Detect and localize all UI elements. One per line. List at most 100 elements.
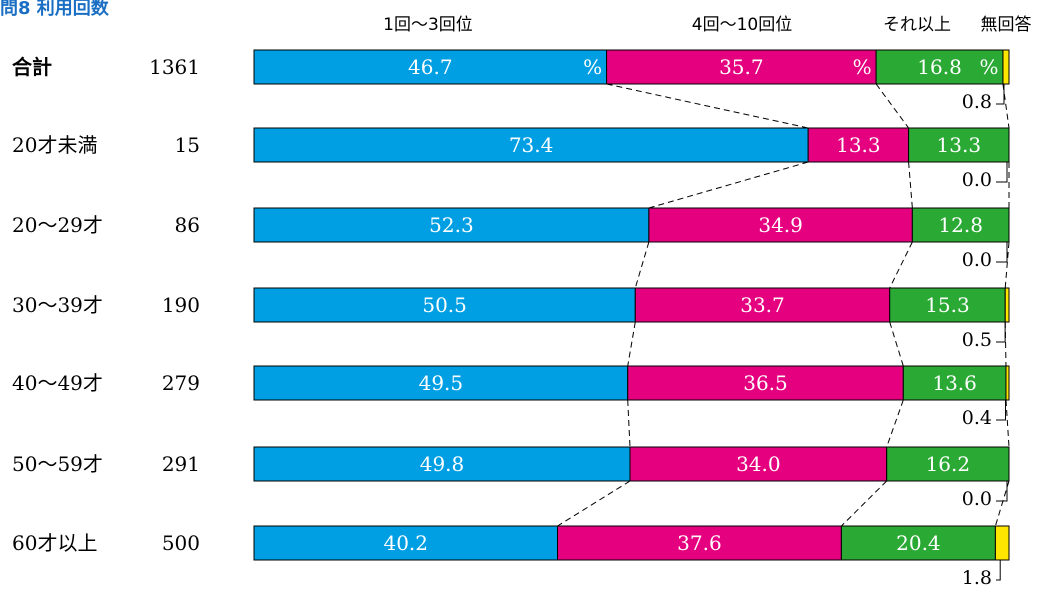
category-label: 60才以上 xyxy=(12,531,97,555)
data-label: 46.7 xyxy=(408,55,453,79)
percent-sign: % xyxy=(853,55,872,79)
bar-row: 合計 1361 46.7% 35.7% 16.8 % 0.8 xyxy=(12,49,1010,113)
connector-line xyxy=(627,399,631,448)
data-label: 40.2 xyxy=(383,531,428,555)
data-label: 12.8 xyxy=(938,213,983,237)
data-label: 49.5 xyxy=(419,371,464,395)
chart-title: 問8 利用回数 xyxy=(0,0,110,19)
connector-line xyxy=(889,321,904,367)
bar-segment xyxy=(886,446,1010,482)
category-label: 40～49才 xyxy=(12,371,103,395)
data-label: 37.6 xyxy=(677,531,722,555)
data-label: 20.4 xyxy=(896,531,941,555)
bar-row: 20～29才 86 52.3 34.9 12.8 0.0 xyxy=(12,207,1010,271)
legend-item: 1回～3回位 xyxy=(383,15,473,35)
bar-segment xyxy=(840,525,996,561)
data-label: 13.3 xyxy=(836,133,881,157)
bar-segment xyxy=(908,127,1010,163)
data-label: 1.8 xyxy=(962,567,992,589)
category-label: 30～39才 xyxy=(12,293,103,317)
count-label: 1361 xyxy=(149,55,200,79)
count-label: 279 xyxy=(162,371,200,395)
leader-line xyxy=(996,162,1008,183)
data-label: 52.3 xyxy=(429,213,474,237)
connector-line xyxy=(841,480,888,527)
connector-line xyxy=(606,83,809,129)
bar-rows: 合計 1361 46.7% 35.7% 16.8 % 0.8 20才未満 15 73.4 13.3 1… xyxy=(12,49,1010,589)
count-label: 500 xyxy=(162,531,200,555)
data-label: 34.9 xyxy=(758,213,803,237)
data-label: 13.6 xyxy=(932,371,977,395)
count-label: 190 xyxy=(162,293,200,317)
bar-segment xyxy=(253,446,631,482)
category-label: 50～59才 xyxy=(12,452,103,476)
bar-segment xyxy=(994,525,1010,561)
bar-segment xyxy=(875,49,1004,85)
data-label: 0.0 xyxy=(962,169,992,191)
connector-line xyxy=(1005,399,1010,448)
data-label: 73.4 xyxy=(509,133,554,157)
connector-line xyxy=(634,241,650,289)
count-label: 15 xyxy=(175,133,200,157)
leader-line xyxy=(996,560,1001,581)
connector-line xyxy=(1004,241,1010,289)
bar-segment xyxy=(557,525,842,561)
bar-segment xyxy=(634,287,891,323)
leader-line xyxy=(996,242,1008,263)
category-label: 20才未満 xyxy=(12,133,97,157)
bar-segment xyxy=(1005,365,1010,401)
bar-row: 30～39才 190 50.5 33.7 15.3 0.5 xyxy=(12,287,1010,351)
data-label: 16.2 xyxy=(926,452,971,476)
bar-segment xyxy=(253,207,650,243)
data-label: 35.7 xyxy=(719,55,764,79)
bar-row: 40～49才 279 49.5 36.5 13.6 0.4 xyxy=(12,365,1010,429)
data-label: 13.3 xyxy=(937,133,982,157)
bar-segment xyxy=(902,365,1007,401)
data-label: 0.5 xyxy=(962,329,992,351)
leader-line xyxy=(996,400,1006,421)
data-label: 34.0 xyxy=(736,452,781,476)
bar-segment xyxy=(253,525,559,561)
data-label: 0.8 xyxy=(962,91,992,113)
bar-segment xyxy=(807,127,910,163)
data-label: 33.7 xyxy=(740,293,785,317)
bar-segment xyxy=(627,365,904,401)
bar-segment xyxy=(1002,49,1010,85)
percent-sign: % xyxy=(979,55,998,79)
bar-row: 60才以上 500 40.2 37.6 20.4 1.8 xyxy=(12,525,1010,589)
data-label: 0.0 xyxy=(962,249,992,271)
data-label: 36.5 xyxy=(743,371,788,395)
connector-line xyxy=(648,161,809,209)
bar-segment xyxy=(911,207,1010,243)
data-label: 15.3 xyxy=(925,293,970,317)
bar-segment xyxy=(253,127,809,163)
connector-line xyxy=(889,241,913,289)
category-label: 合計 xyxy=(12,55,52,79)
bar-row: 50～59才 291 49.8 34.0 16.2 0.0 xyxy=(12,446,1010,510)
data-label: 50.5 xyxy=(422,293,467,317)
legend-item: 4回～10回位 xyxy=(692,15,792,35)
bar-row: 20才未満 15 73.4 13.3 13.3 0.0 xyxy=(12,127,1010,191)
connector-line xyxy=(875,83,909,129)
connector-lines xyxy=(557,83,1010,527)
legend: 1回～3回位 4回～10回位 それ以上 無回答 xyxy=(383,15,1031,35)
bar-segment xyxy=(629,446,888,482)
connector-line xyxy=(908,161,913,209)
bar-segment xyxy=(253,287,636,323)
data-label: 0.4 xyxy=(962,407,992,429)
leader-line xyxy=(996,84,1005,105)
data-label: 0.0 xyxy=(962,488,992,510)
connector-line xyxy=(1004,321,1007,367)
percent-sign: % xyxy=(583,55,602,79)
connector-line xyxy=(557,480,631,527)
bar-segment xyxy=(889,287,1006,323)
data-label: 16.8 xyxy=(917,55,962,79)
legend-item: 無回答 xyxy=(981,15,1032,35)
legend-item: それ以上 xyxy=(883,15,951,35)
bar-segment xyxy=(253,49,608,85)
leader-line xyxy=(996,322,1006,343)
connector-line xyxy=(627,321,636,367)
connector-line xyxy=(994,480,1010,527)
connector-line xyxy=(1002,83,1010,129)
